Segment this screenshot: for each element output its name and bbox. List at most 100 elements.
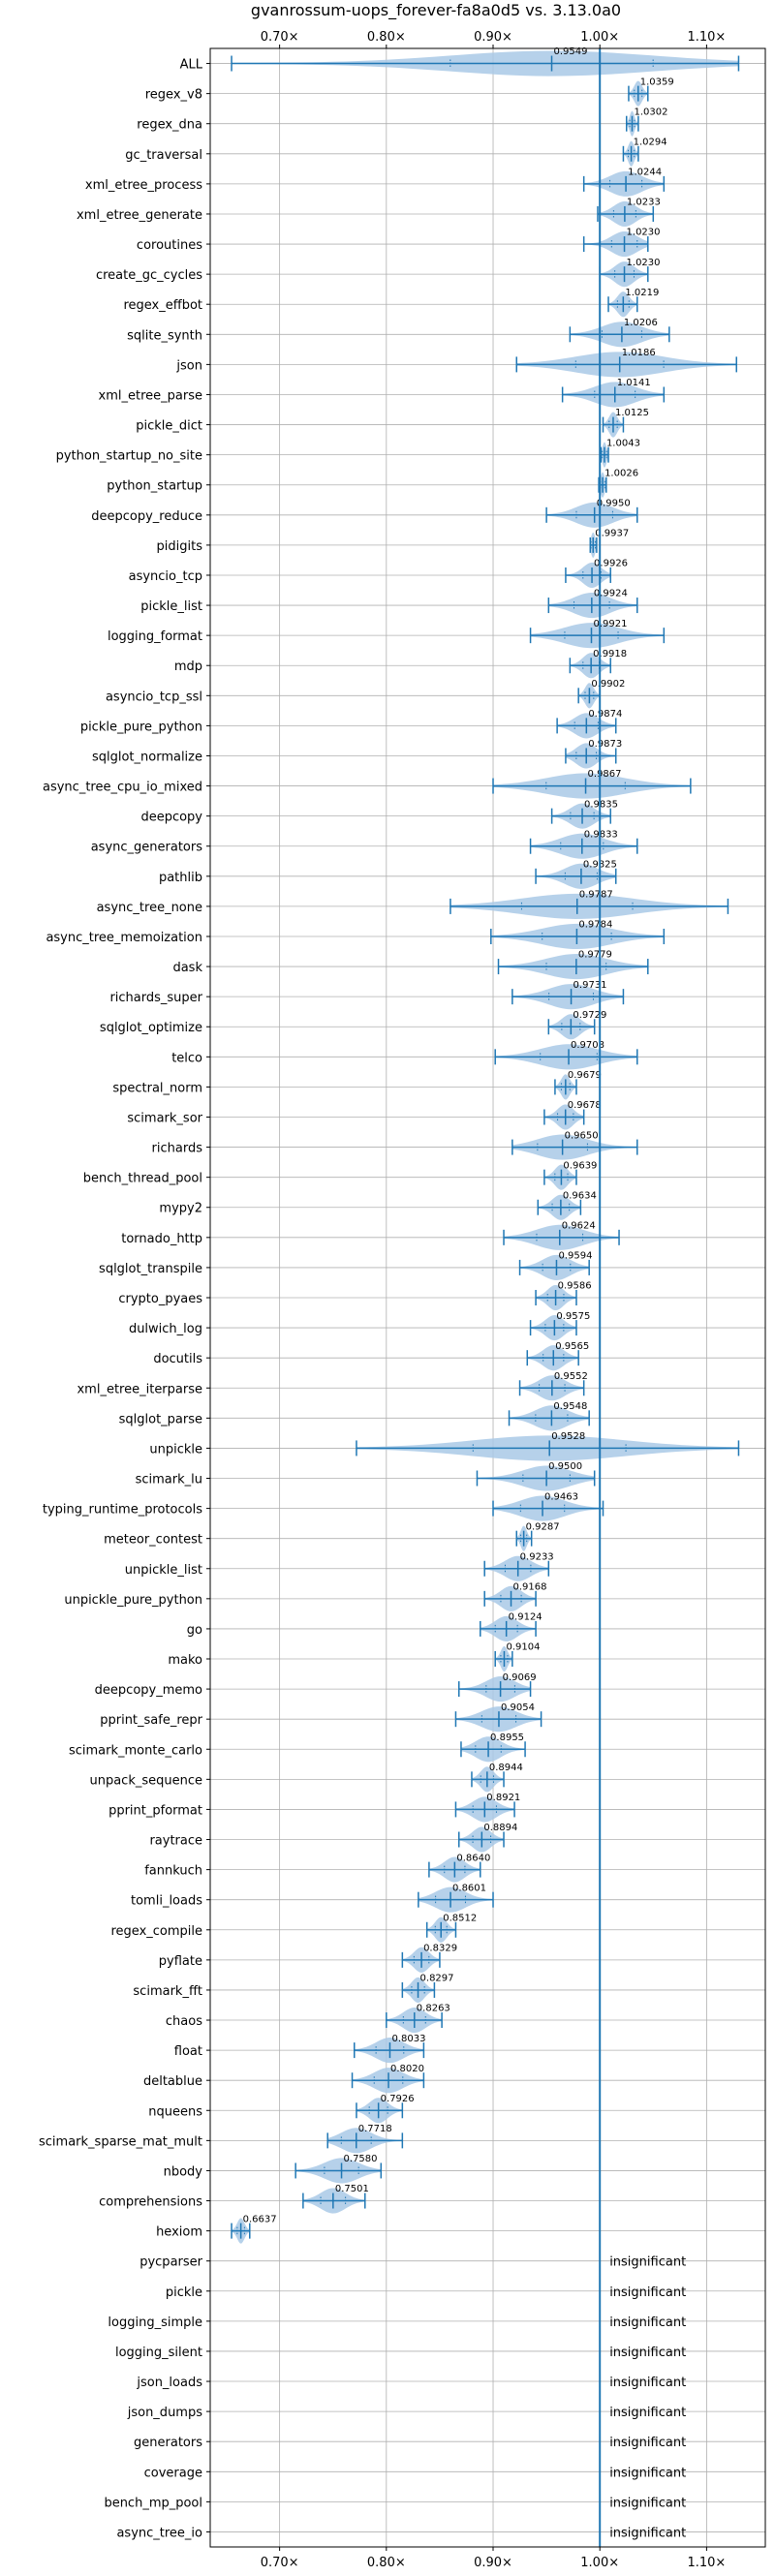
y-tick-label: xml_etree_generate — [77, 208, 202, 223]
value-label: 0.9926 — [594, 559, 628, 569]
value-label: 0.9902 — [591, 679, 625, 690]
value-label: 0.9731 — [574, 980, 607, 991]
value-label: 0.6637 — [243, 2214, 277, 2224]
y-tick-label: regex_effbot — [123, 298, 202, 313]
value-label: 0.7926 — [381, 2094, 415, 2104]
y-tick-label: spectral_norm — [112, 1081, 202, 1095]
value-label: 0.8297 — [420, 1974, 454, 1984]
y-tick-label: pidigits — [157, 539, 203, 554]
x-tick-label-bottom: 0.80× — [367, 2556, 406, 2570]
y-tick-label: bench_mp_pool — [104, 2496, 202, 2510]
value-label: 0.9867 — [588, 769, 622, 780]
insignificant-label: insignificant — [609, 2346, 686, 2360]
insignificant-label: insignificant — [609, 2315, 686, 2330]
value-label: 0.9069 — [503, 1672, 537, 1683]
value-label: 0.9287 — [526, 1521, 560, 1532]
value-label: 1.0359 — [640, 77, 674, 87]
y-tick-label: async_tree_cpu_io_mixed — [43, 781, 202, 795]
value-label: 1.0230 — [627, 258, 661, 268]
value-label: 1.0141 — [617, 378, 651, 388]
y-tick-label: mdp — [174, 659, 202, 674]
y-tick-label: xml_etree_parse — [99, 388, 202, 403]
insignificant-label: insignificant — [609, 2496, 686, 2510]
y-tick-label: go — [187, 1623, 202, 1638]
y-tick-label: logging_format — [108, 629, 202, 644]
y-tick-label: pickle_list — [140, 599, 202, 614]
y-tick-label: unpack_sequence — [89, 1773, 202, 1788]
y-tick-label: dask — [172, 961, 202, 975]
x-tick-label-top: 1.00× — [580, 30, 619, 45]
value-label: 1.0206 — [624, 318, 658, 328]
y-tick-label: pycparser — [140, 2255, 202, 2270]
y-tick-label: typing_runtime_protocols — [43, 1503, 202, 1518]
value-label: 0.9784 — [578, 920, 612, 931]
value-label: 1.0125 — [615, 408, 649, 418]
value-label: 0.8033 — [391, 2034, 425, 2044]
value-label: 1.0219 — [625, 288, 659, 298]
value-label: 1.0294 — [634, 137, 667, 147]
value-label: 1.0233 — [627, 198, 661, 208]
y-tick-label: fannkuch — [144, 1864, 202, 1879]
value-label: 0.9650 — [565, 1130, 599, 1141]
value-label: 0.8512 — [443, 1913, 477, 1923]
insignificant-label: insignificant — [609, 2526, 686, 2540]
value-label: 0.9678 — [568, 1100, 602, 1111]
violin-layer — [231, 50, 740, 2244]
value-label: 0.8921 — [486, 1793, 520, 1803]
value-label: 0.9124 — [509, 1612, 542, 1623]
y-tick-label: richards_super — [109, 991, 202, 1005]
y-tick-label: meteor_contest — [104, 1533, 202, 1548]
value-label: 0.8601 — [452, 1883, 486, 1893]
y-tick-label: xml_etree_iterparse — [77, 1382, 202, 1396]
y-tick-label: asyncio_tcp_ssl — [106, 690, 202, 704]
value-label: 0.7580 — [344, 2154, 378, 2164]
value-label: 0.9634 — [563, 1190, 597, 1201]
x-tick-label-bottom: 0.70× — [261, 2556, 299, 2570]
y-tick-label: regex_compile — [110, 1924, 202, 1939]
value-label: 0.9835 — [584, 799, 618, 810]
value-label: 0.9233 — [520, 1551, 554, 1562]
y-tick-label: tornado_http — [121, 1232, 202, 1246]
value-label: 0.8640 — [456, 1853, 490, 1863]
value-label: 0.9873 — [588, 739, 622, 750]
y-tick-label: logging_simple — [108, 2315, 202, 2330]
insignificant-label: insignificant — [609, 2285, 686, 2300]
value-label: 0.8944 — [489, 1763, 523, 1773]
value-label: 0.9528 — [551, 1431, 585, 1442]
y-tick-label: regex_dna — [137, 118, 202, 133]
value-label: 0.9594 — [558, 1251, 592, 1262]
value-label: 1.0302 — [634, 107, 667, 117]
y-tick-label: sqlglot_normalize — [92, 750, 202, 764]
axis-layer: ALL regex_v8 regex_dna gc_traversal xml_etre… — [39, 30, 766, 2570]
y-tick-label: json_dumps — [127, 2406, 202, 2420]
value-label: 0.8020 — [390, 2064, 424, 2074]
y-tick-label: scimark_sparse_mat_mult — [39, 2134, 202, 2149]
y-tick-label: asyncio_tcp — [129, 569, 202, 584]
y-tick-label: nbody — [164, 2164, 203, 2179]
y-tick-label: ALL — [180, 58, 203, 73]
value-label: 0.9921 — [593, 619, 627, 629]
value-label: 0.7501 — [335, 2184, 369, 2194]
value-label: 0.8263 — [417, 2004, 450, 2014]
value-label: 0.9937 — [595, 529, 629, 539]
value-label: 0.9679 — [568, 1070, 602, 1081]
y-tick-label: coroutines — [137, 238, 202, 253]
y-tick-label: comprehensions — [99, 2195, 202, 2210]
y-tick-label: xml_etree_process — [85, 178, 202, 193]
y-tick-label: pickle — [166, 2285, 202, 2300]
value-label: 0.9918 — [593, 649, 627, 659]
value-label: 0.9565 — [555, 1341, 589, 1352]
y-tick-label: mako — [168, 1653, 202, 1668]
x-tick-label-bottom: 1.00× — [580, 2556, 619, 2570]
x-tick-label-top: 0.90× — [474, 30, 512, 45]
label-layer: 0.9549 1.0359 1.0302 1.0294 1.0244 1.0233 1.02… — [243, 46, 687, 2540]
value-label: 0.8329 — [423, 1944, 457, 1954]
y-tick-label: float — [174, 2044, 202, 2059]
chart-title: gvanrossum-uops_forever-fa8a0d5 vs. 3.13… — [251, 1, 621, 20]
y-tick-label: pprint_safe_repr — [100, 1713, 202, 1728]
y-tick-label: create_gc_cycles — [96, 268, 202, 283]
y-tick-label: raytrace — [149, 1834, 202, 1849]
y-tick-label: dulwich_log — [129, 1322, 202, 1336]
